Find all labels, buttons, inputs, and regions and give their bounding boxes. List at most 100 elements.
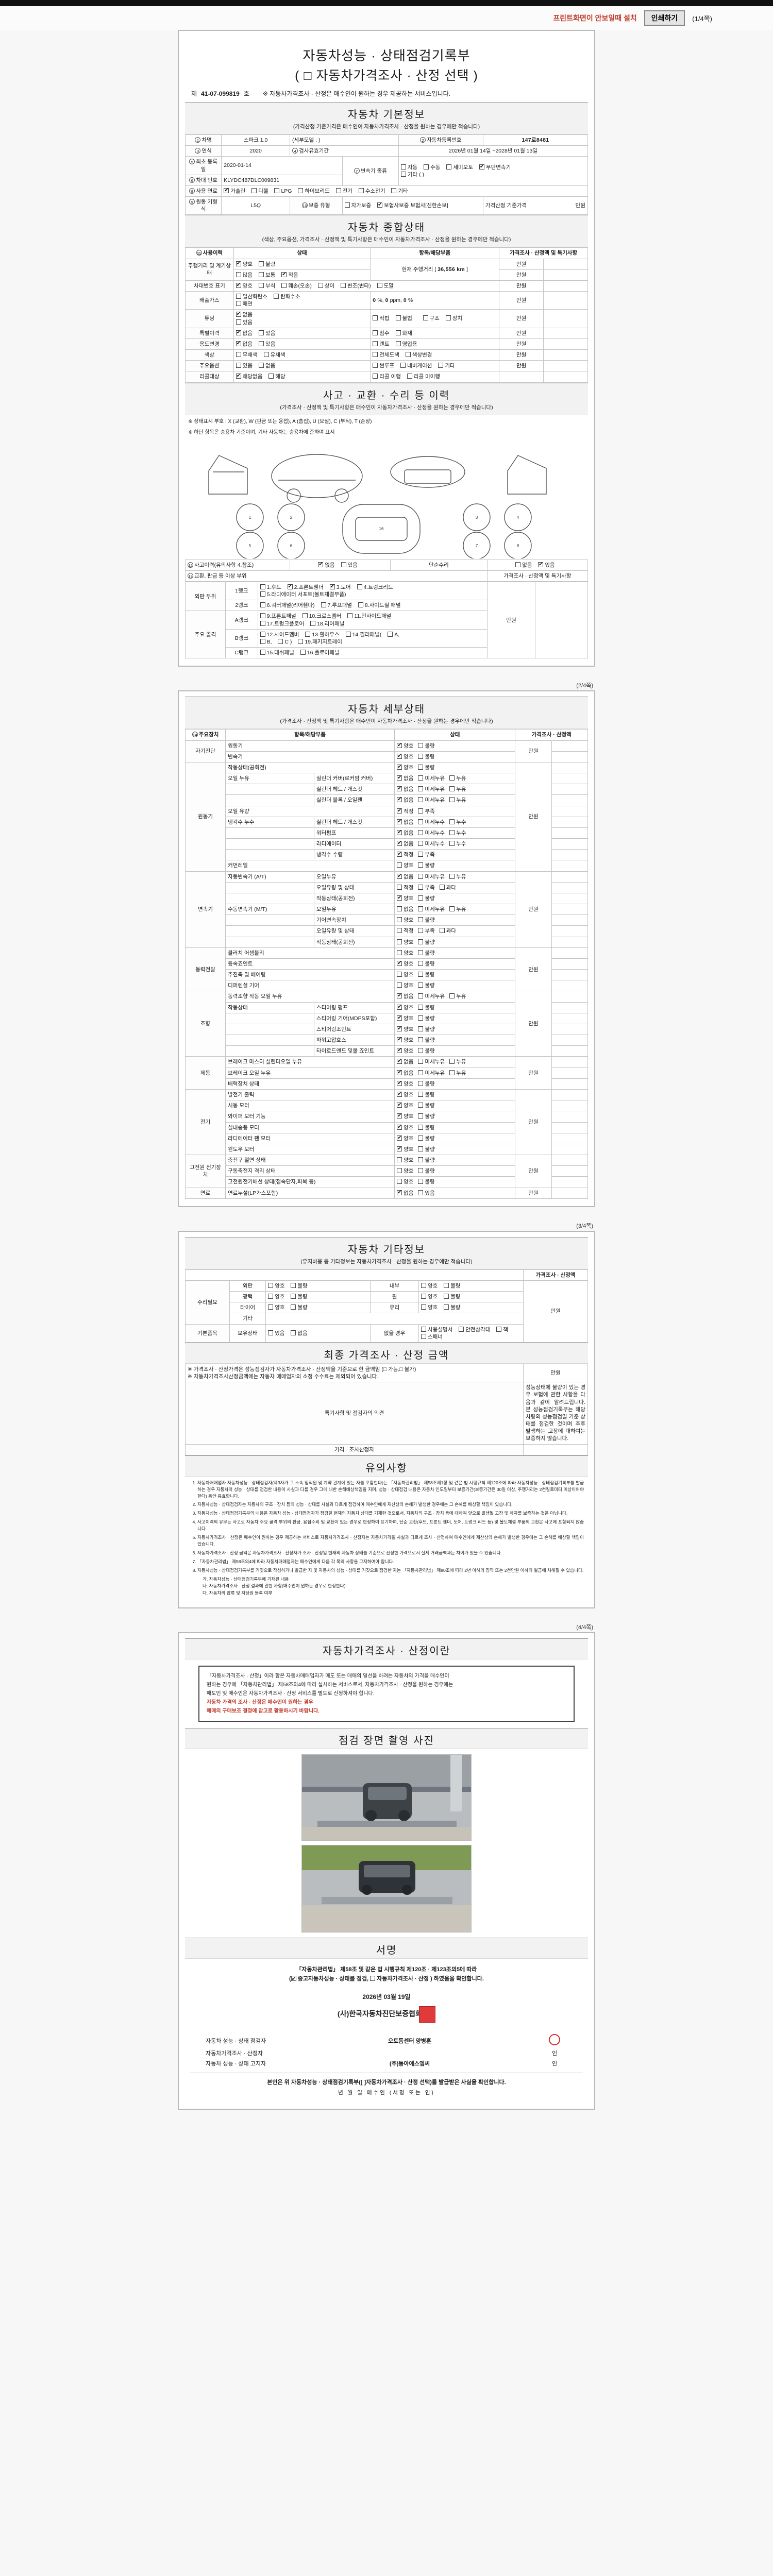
checkbox-icon[interactable] xyxy=(418,1080,424,1086)
checkbox-icon[interactable] xyxy=(260,650,265,655)
checkbox-icon[interactable] xyxy=(418,786,424,792)
detail-state-option[interactable]: 양호 xyxy=(397,960,413,968)
detail-state-option[interactable]: 불량 xyxy=(418,895,435,902)
checkbox-icon[interactable] xyxy=(236,301,241,307)
checkbox-icon[interactable] xyxy=(388,631,393,637)
checkbox-icon[interactable] xyxy=(418,895,424,901)
checkbox-icon[interactable] xyxy=(300,650,306,655)
checkbox-icon[interactable] xyxy=(418,982,424,988)
checkbox-icon[interactable] xyxy=(418,1168,424,1174)
checkbox-icon[interactable] xyxy=(496,1326,502,1332)
checkbox-icon[interactable] xyxy=(397,1080,402,1087)
checkbox-icon[interactable] xyxy=(287,583,293,590)
checkbox-icon[interactable] xyxy=(260,613,265,619)
detail-state-option[interactable]: 불량 xyxy=(418,1004,435,1011)
checkbox-icon[interactable] xyxy=(373,352,378,358)
checkbox-icon[interactable] xyxy=(418,1157,424,1163)
checkbox-icon[interactable] xyxy=(341,562,346,567)
checkbox-icon[interactable] xyxy=(418,1059,424,1064)
detail-state-option[interactable]: 불량 xyxy=(418,1026,435,1033)
checkbox-icon[interactable] xyxy=(258,282,264,288)
checkbox-icon[interactable] xyxy=(418,1070,424,1075)
checkbox-icon[interactable] xyxy=(418,928,424,934)
checkbox-icon[interactable] xyxy=(397,753,402,759)
detail-state-option[interactable]: 미세누유 xyxy=(418,1058,445,1065)
detail-state-option[interactable]: 양호 xyxy=(397,1036,413,1044)
checkbox-icon[interactable] xyxy=(397,1069,402,1076)
detail-state-option[interactable]: 누유 xyxy=(449,1058,466,1065)
checkbox-icon[interactable] xyxy=(268,1282,274,1288)
detail-state-option[interactable]: 불량 xyxy=(418,960,435,968)
checkbox-icon[interactable] xyxy=(224,187,229,194)
checkbox-icon[interactable] xyxy=(418,819,424,824)
checkbox-icon[interactable] xyxy=(459,1326,464,1332)
checkbox-icon[interactable] xyxy=(302,613,308,619)
detail-state-option[interactable]: 불량 xyxy=(418,971,435,978)
detail-state-option[interactable]: 양호 xyxy=(397,862,413,869)
detail-state-option[interactable]: 적정 xyxy=(397,851,413,858)
checkbox-icon[interactable] xyxy=(418,797,424,803)
detail-state-option[interactable]: 적정 xyxy=(397,927,413,935)
checkbox-icon[interactable] xyxy=(397,1145,402,1152)
detail-state-option[interactable]: 양호 xyxy=(397,764,413,771)
checkbox-icon[interactable] xyxy=(291,1975,296,1984)
checkbox-icon[interactable] xyxy=(236,311,241,318)
checkbox-icon[interactable] xyxy=(281,282,287,288)
checkbox-icon[interactable] xyxy=(418,906,424,912)
checkbox-icon[interactable] xyxy=(298,638,304,644)
checkbox-icon[interactable] xyxy=(268,374,274,379)
detail-state-option[interactable]: 양호 xyxy=(397,1004,413,1011)
checkbox-icon[interactable] xyxy=(405,352,411,358)
checkbox-icon[interactable] xyxy=(397,972,402,977)
checkbox-icon[interactable] xyxy=(449,1070,455,1075)
checkbox-icon[interactable] xyxy=(278,638,283,644)
checkbox-icon[interactable] xyxy=(397,917,402,923)
detail-state-option[interactable]: 양호 xyxy=(397,1047,413,1055)
detail-state-option[interactable]: 과다 xyxy=(439,884,456,891)
checkbox-icon[interactable] xyxy=(446,164,452,170)
detail-state-option[interactable]: 양호 xyxy=(397,917,413,924)
checkbox-icon[interactable] xyxy=(418,742,424,748)
checkbox-icon[interactable] xyxy=(418,764,424,770)
checkbox-icon[interactable] xyxy=(438,363,444,368)
detail-state-option[interactable]: 부족 xyxy=(418,851,435,858)
checkbox-icon[interactable] xyxy=(418,884,424,890)
detail-state-option[interactable]: 미세누유 xyxy=(418,786,445,793)
detail-state-option[interactable]: 누유 xyxy=(449,786,466,793)
checkbox-icon[interactable] xyxy=(397,1091,402,1098)
checkbox-icon[interactable] xyxy=(291,1282,296,1288)
detail-state-option[interactable]: 불량 xyxy=(418,1080,435,1088)
checkbox-icon[interactable] xyxy=(344,202,350,208)
detail-state-option[interactable]: 누유 xyxy=(449,993,466,1000)
warranty-option[interactable]: 자가보증 xyxy=(344,202,371,209)
checkbox-icon[interactable] xyxy=(397,873,402,879)
detail-state-option[interactable]: 불량 xyxy=(418,1146,435,1153)
checkbox-icon[interactable] xyxy=(236,329,241,336)
detail-state-option[interactable]: 적정 xyxy=(397,884,413,891)
checkbox-icon[interactable] xyxy=(397,1124,402,1130)
checkbox-icon[interactable] xyxy=(449,993,455,999)
checkbox-icon[interactable] xyxy=(418,1015,424,1021)
detail-state-option[interactable]: 누유 xyxy=(449,775,466,782)
checkbox-icon[interactable] xyxy=(418,972,424,977)
checkbox-icon[interactable] xyxy=(444,1282,449,1288)
checkbox-icon[interactable] xyxy=(397,928,402,934)
detail-state-option[interactable]: 불량 xyxy=(418,939,435,946)
detail-state-option[interactable]: 양호 xyxy=(397,1145,413,1153)
checkbox-icon[interactable] xyxy=(397,1157,402,1163)
detail-state-option[interactable]: 없음 xyxy=(397,774,413,782)
checkbox-icon[interactable] xyxy=(305,631,311,637)
detail-state-option[interactable]: 불량 xyxy=(418,1157,435,1164)
detail-state-option[interactable]: 누유 xyxy=(449,1070,466,1077)
detail-state-option[interactable]: 누수 xyxy=(449,840,466,848)
checkbox-icon[interactable] xyxy=(273,294,279,299)
checkbox-icon[interactable] xyxy=(418,829,424,835)
detail-state-option[interactable]: 양호 xyxy=(397,982,413,989)
checkbox-icon[interactable] xyxy=(258,261,264,266)
checkbox-icon[interactable] xyxy=(357,584,362,589)
detail-state-option[interactable]: 양호 xyxy=(397,742,413,750)
checkbox-icon[interactable] xyxy=(397,1004,402,1010)
detail-state-option[interactable]: 양호 xyxy=(397,1025,413,1033)
checkbox-icon[interactable] xyxy=(397,1112,402,1120)
checkbox-icon[interactable] xyxy=(260,638,265,644)
